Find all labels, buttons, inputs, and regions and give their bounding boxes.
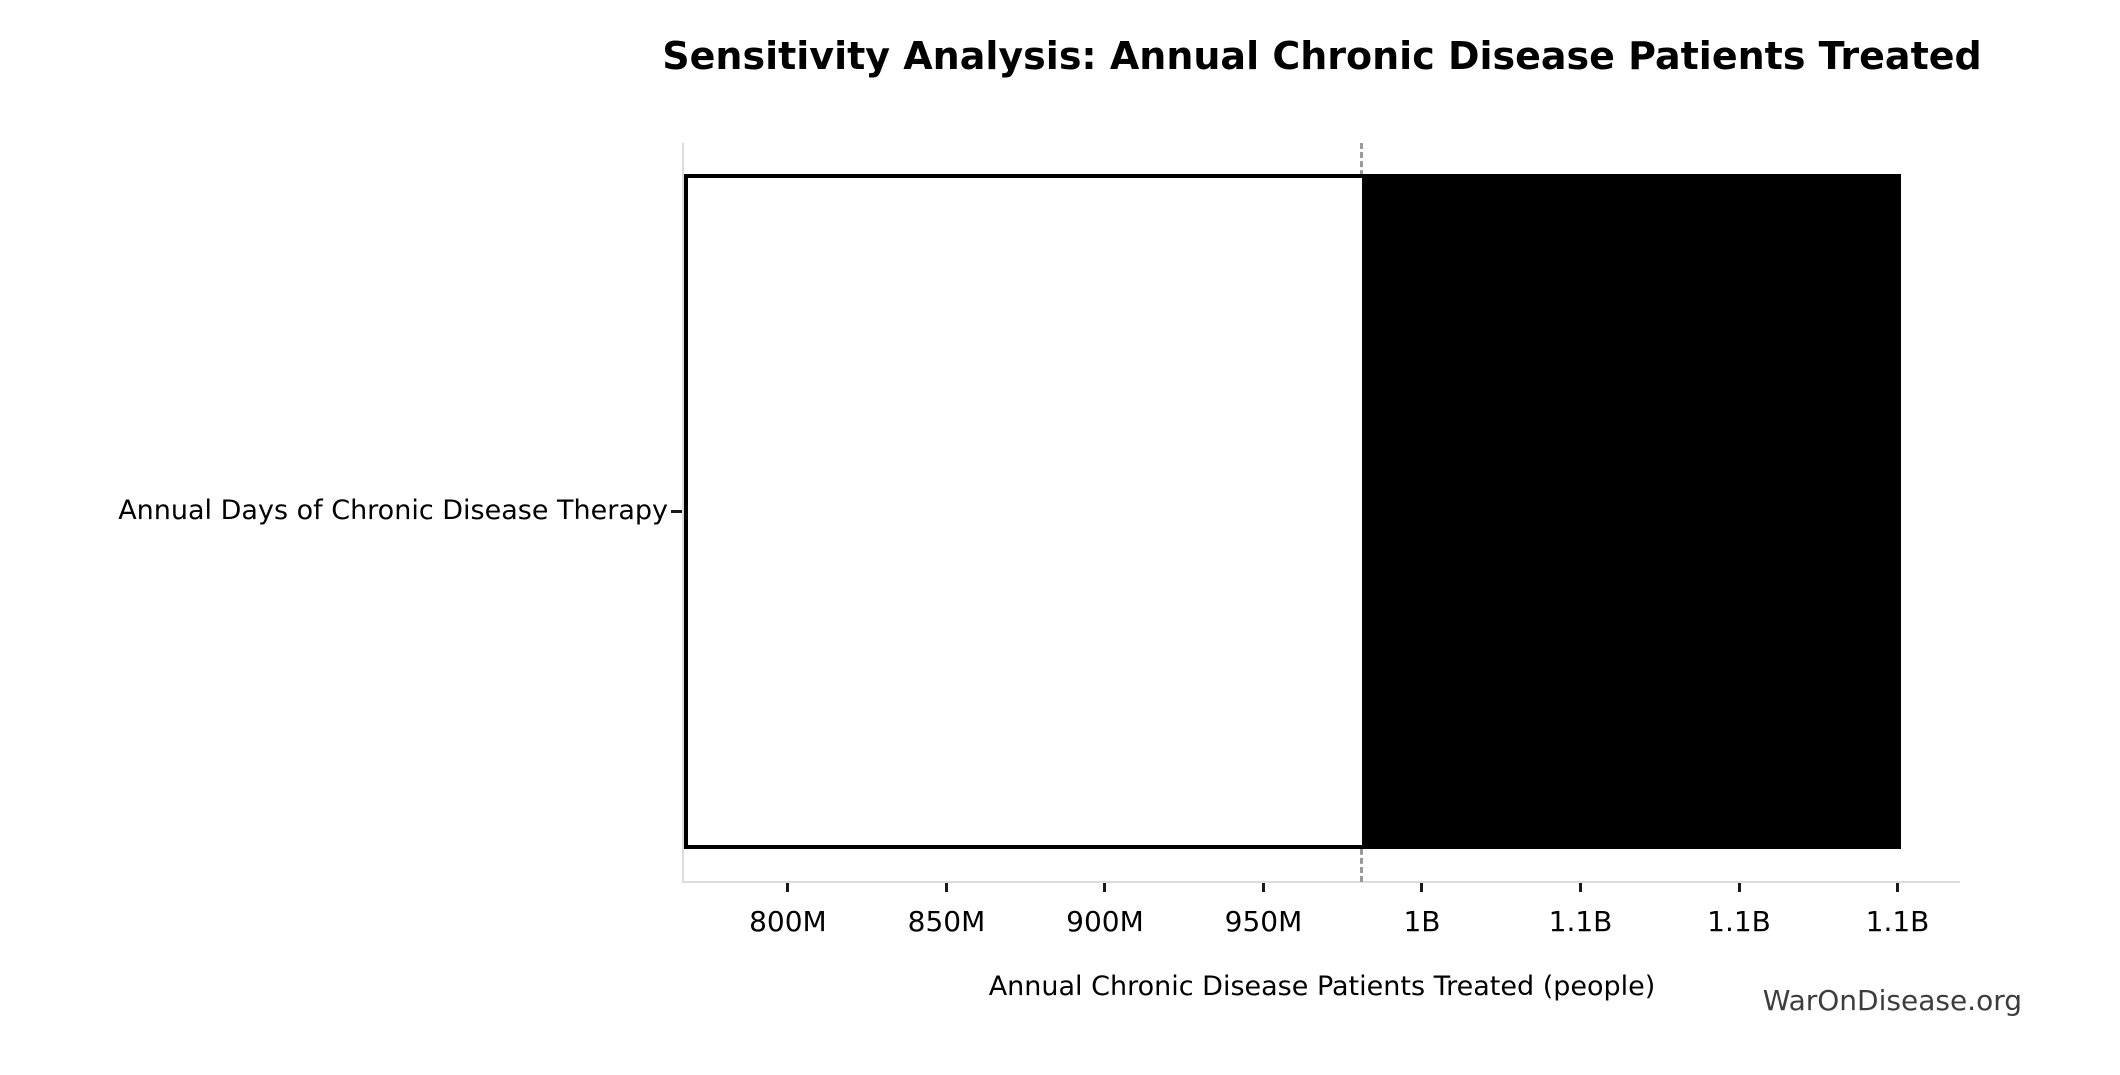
x-tick-mark — [786, 883, 790, 892]
x-tick-label: 1.1B — [1707, 905, 1771, 938]
y-tick-mark — [671, 510, 682, 513]
x-tick-mark — [944, 883, 948, 892]
x-tick-label: 900M — [1066, 905, 1144, 938]
y-axis-spine — [682, 143, 684, 882]
x-tick-mark — [1896, 883, 1900, 892]
x-tick-label: 1.1B — [1548, 905, 1613, 938]
x-tick-label: 1B — [1403, 905, 1441, 938]
x-tick-mark — [1737, 883, 1741, 892]
x-tick-mark — [1261, 883, 1265, 892]
x-tick-label: 800M — [749, 905, 827, 938]
x-tick-mark — [1103, 883, 1107, 892]
chart-title: Sensitivity Analysis: Annual Chronic Dis… — [662, 34, 1982, 78]
x-axis-title: Annual Chronic Disease Patients Treated … — [988, 971, 1656, 1002]
x-tick-label: 950M — [1224, 905, 1303, 938]
watermark: WarOnDisease.org — [1762, 984, 2022, 1017]
x-tick-mark — [1420, 883, 1424, 892]
bar-segment-low — [684, 174, 1362, 849]
y-axis-category-label: Annual Days of Chronic Disease Therapy — [118, 495, 668, 526]
x-axis-spine — [682, 881, 1960, 883]
x-tick-label: 1.1B — [1865, 905, 1930, 938]
x-tick-mark — [1579, 883, 1582, 892]
bar-segment-high — [1361, 174, 1901, 849]
x-tick-label: 850M — [907, 905, 986, 938]
